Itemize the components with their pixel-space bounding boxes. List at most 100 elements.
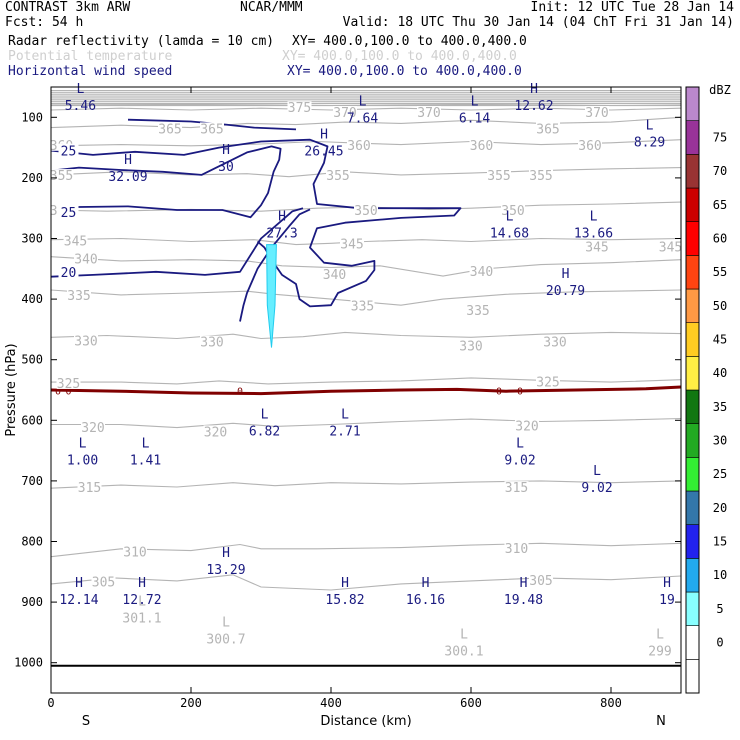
freezing-level-label: 0 bbox=[496, 387, 502, 398]
wind-extremum-letter: L bbox=[506, 209, 514, 224]
y-tick-label: 700 bbox=[21, 474, 43, 488]
theta-label: 305 bbox=[92, 576, 115, 591]
theta-label-bg bbox=[200, 122, 224, 135]
theta-label: 370 bbox=[333, 106, 356, 121]
theta-label: 330 bbox=[74, 335, 97, 350]
colorbar-segment bbox=[685, 221, 700, 256]
wind-extremum-value: 15.82 bbox=[325, 593, 364, 608]
legend-theta-xy: XY= 400.0,100.0 to 400.0,400.0 bbox=[282, 49, 517, 64]
y-tick-label: 400 bbox=[21, 292, 43, 306]
wind-extremum-letter: L bbox=[359, 94, 367, 109]
theta-label-bg bbox=[56, 376, 81, 389]
theta-label-bg bbox=[63, 234, 88, 247]
wind-label-bg bbox=[58, 204, 79, 218]
theta-label-bg bbox=[529, 169, 553, 182]
theta-label-bg bbox=[487, 169, 511, 182]
colorbar-segment bbox=[685, 457, 700, 492]
theta-extremum-value: 300.7 bbox=[206, 632, 245, 647]
freezing-level-label: 0 bbox=[237, 387, 243, 398]
theta-label-bg bbox=[91, 575, 116, 588]
theta-label-bg bbox=[74, 252, 98, 265]
wind-extremum-letter: H bbox=[75, 576, 83, 591]
x-axis-title: Distance (km) bbox=[320, 714, 411, 729]
y-tick-label: 300 bbox=[21, 232, 43, 246]
theta-label-bg bbox=[203, 425, 228, 438]
legend-theta-name: Potential temperature bbox=[8, 49, 173, 64]
theta-extremum-value: 301.1 bbox=[122, 611, 161, 626]
theta-label: 355 bbox=[529, 169, 552, 184]
y-tick-label: 900 bbox=[21, 595, 43, 609]
theta-label-bg bbox=[67, 289, 91, 302]
y-tick-label: 200 bbox=[21, 171, 43, 185]
theta-extremum-letter: L bbox=[222, 615, 230, 630]
colorbar-label: 50 bbox=[713, 299, 727, 313]
wind-extremum-value: 19.48 bbox=[504, 593, 543, 608]
wind-contour-25 bbox=[127, 118, 297, 131]
plot-frame bbox=[50, 86, 682, 694]
theta-label-bg bbox=[529, 573, 553, 586]
theta-label: 320 bbox=[204, 425, 227, 440]
y-axis-title: Pressure (hPa) bbox=[4, 343, 19, 436]
wind-extremum-letter: H bbox=[278, 209, 286, 224]
wind-extremum-value: 6.82 bbox=[249, 425, 280, 440]
freezing-level-line bbox=[50, 385, 682, 396]
y-tick-label: 600 bbox=[21, 413, 43, 427]
theta-label: 340 bbox=[323, 268, 346, 283]
colorbar-segment bbox=[685, 187, 700, 222]
freezing-level-label: 0 bbox=[65, 387, 71, 398]
wind-label-bg bbox=[58, 264, 79, 278]
theta-label-bg bbox=[585, 106, 609, 119]
x-tick-label: 200 bbox=[180, 696, 202, 710]
y-tick-label: 100 bbox=[21, 110, 43, 124]
wind-extremum-letter: H bbox=[138, 576, 146, 591]
theta-label: 315 bbox=[78, 481, 101, 496]
theta-contour-305 bbox=[50, 574, 682, 591]
wind-extremum-value: 32.09 bbox=[108, 170, 147, 185]
colorbar-label: 30 bbox=[713, 434, 727, 448]
theta-label-bg bbox=[333, 106, 357, 119]
header-valid: Valid: 18 UTC Thu 30 Jan 14 (04 ChT Fri … bbox=[342, 15, 734, 30]
theta-contour-325 bbox=[51, 377, 682, 385]
colorbar-segment bbox=[685, 120, 700, 155]
wind-extremum-letter: H bbox=[222, 143, 230, 158]
wind-extremum-letter: L bbox=[593, 464, 601, 479]
theta-label: 320 bbox=[81, 421, 104, 436]
x-tick-label: 600 bbox=[460, 696, 482, 710]
wind-extremum-value: 13.29 bbox=[206, 563, 245, 578]
wind-extremum-letter: L bbox=[516, 437, 524, 452]
theta-label-bg bbox=[536, 122, 560, 135]
theta-extremum-value: 300.1 bbox=[444, 645, 483, 660]
theta-label: 350 bbox=[354, 204, 377, 219]
theta-label: 345 bbox=[585, 241, 608, 256]
theta-label: 305 bbox=[529, 574, 552, 589]
colorbar-label: 20 bbox=[713, 501, 727, 515]
theta-label: 365 bbox=[158, 122, 181, 137]
colorbar-frame bbox=[685, 86, 700, 694]
theta-label: 355 bbox=[326, 169, 349, 184]
colorbar-label: 60 bbox=[713, 232, 727, 246]
wind-extremum-letter: L bbox=[590, 209, 598, 224]
wind-extremum-value: 2.71 bbox=[329, 425, 360, 440]
theta-label-bg bbox=[504, 541, 529, 554]
header-forecast: Fcst: 54 h bbox=[5, 15, 84, 30]
wind-extremum-value: 27.3 bbox=[266, 226, 297, 241]
theta-label-bg bbox=[322, 267, 347, 280]
wind-extremum-value: 26.45 bbox=[304, 145, 343, 160]
theta-label-bg bbox=[417, 106, 441, 119]
wind-extremum-letter: H bbox=[222, 546, 230, 561]
theta-label: 330 bbox=[459, 339, 482, 354]
colorbar-segment bbox=[685, 625, 700, 660]
theta-label-bg bbox=[77, 481, 102, 494]
header-model: CONTRAST 3km ARW bbox=[5, 0, 131, 15]
wind-extremum-value: 9.02 bbox=[581, 481, 612, 496]
theta-label: 335 bbox=[351, 299, 374, 314]
wind-extremum-letter: H bbox=[562, 267, 570, 282]
theta-label: 360 bbox=[347, 139, 370, 154]
wind-extremum-value: 19 bbox=[659, 593, 675, 608]
wind-label: 25 bbox=[61, 206, 77, 221]
wind-extremum-value: 1.41 bbox=[130, 454, 161, 469]
theta-label: 325 bbox=[536, 376, 559, 391]
colorbar-segment bbox=[685, 423, 700, 458]
theta-label-bg bbox=[536, 375, 560, 388]
wind-extremum-value: 12.14 bbox=[59, 593, 98, 608]
